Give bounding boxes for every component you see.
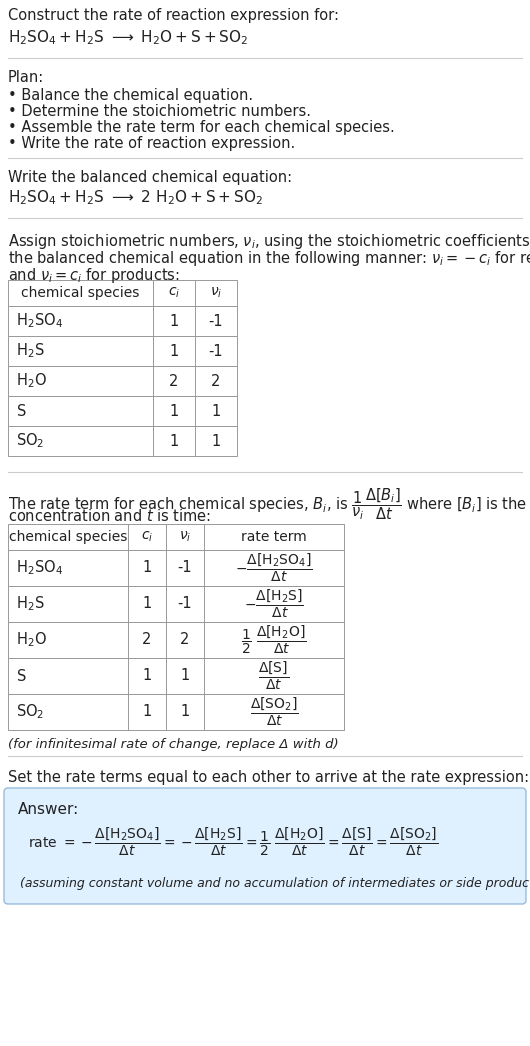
Text: 1: 1	[211, 404, 220, 418]
Text: (for infinitesimal rate of change, replace Δ with d): (for infinitesimal rate of change, repla…	[8, 738, 339, 751]
Text: 1: 1	[143, 596, 152, 612]
Text: $-\dfrac{\Delta[\mathrm{H_2SO_4}]}{\Delta t}$: $-\dfrac{\Delta[\mathrm{H_2SO_4}]}{\Delt…	[235, 552, 313, 584]
Text: -1: -1	[178, 596, 192, 612]
Bar	[8, 550, 344, 586]
Text: 1: 1	[143, 705, 152, 720]
Text: rate $= -\dfrac{\Delta[\mathrm{H_2SO_4}]}{\Delta t} = -\dfrac{\Delta[\mathrm{H_2: rate $= -\dfrac{\Delta[\mathrm{H_2SO_4}]…	[28, 826, 438, 859]
Text: Assign stoichiometric numbers, $\nu_i$, using the stoichiometric coefficients, $: Assign stoichiometric numbers, $\nu_i$, …	[8, 232, 530, 251]
Text: rate term: rate term	[241, 530, 307, 544]
FancyBboxPatch shape	[4, 788, 526, 904]
Text: 2: 2	[180, 633, 190, 647]
Text: $\nu_i$: $\nu_i$	[179, 530, 191, 544]
Text: • Determine the stoichiometric numbers.: • Determine the stoichiometric numbers.	[8, 104, 311, 119]
Bar	[8, 693, 344, 730]
Text: 1: 1	[180, 668, 190, 683]
Text: 1: 1	[143, 668, 152, 683]
Bar	[8, 306, 237, 336]
Text: $\mathrm{S}$: $\mathrm{S}$	[16, 403, 26, 419]
Bar	[8, 336, 237, 366]
Bar	[8, 366, 237, 396]
Text: and $\nu_i = c_i$ for products:: and $\nu_i = c_i$ for products:	[8, 266, 180, 285]
Text: 1: 1	[211, 433, 220, 449]
Text: -1: -1	[209, 343, 223, 359]
Text: chemical species: chemical species	[21, 286, 140, 300]
Text: chemical species: chemical species	[9, 530, 127, 544]
Text: concentration and $t$ is time:: concentration and $t$ is time:	[8, 508, 211, 524]
Text: Set the rate terms equal to each other to arrive at the rate expression:: Set the rate terms equal to each other t…	[8, 770, 529, 784]
Text: $\dfrac{\Delta[\mathrm{S}]}{\Delta t}$: $\dfrac{\Delta[\mathrm{S}]}{\Delta t}$	[259, 660, 289, 692]
Text: • Balance the chemical equation.: • Balance the chemical equation.	[8, 88, 253, 103]
Text: $\mathrm{H_2O}$: $\mathrm{H_2O}$	[16, 371, 47, 390]
Bar	[8, 426, 237, 456]
Text: 1: 1	[170, 404, 179, 418]
Bar	[8, 396, 237, 426]
Text: $\mathrm{H_2SO_4 + H_2S\ \longrightarrow\ 2\ H_2O + S + SO_2}$: $\mathrm{H_2SO_4 + H_2S\ \longrightarrow…	[8, 188, 263, 207]
Text: 1: 1	[170, 343, 179, 359]
Bar	[8, 658, 344, 693]
Text: $c_i$: $c_i$	[168, 286, 180, 300]
Text: $\mathrm{H_2S}$: $\mathrm{H_2S}$	[16, 594, 45, 613]
Text: • Write the rate of reaction expression.: • Write the rate of reaction expression.	[8, 136, 295, 151]
Text: the balanced chemical equation in the following manner: $\nu_i = -c_i$ for react: the balanced chemical equation in the fo…	[8, 249, 530, 268]
Text: $\mathrm{H_2S}$: $\mathrm{H_2S}$	[16, 342, 45, 361]
Text: Construct the rate of reaction expression for:: Construct the rate of reaction expressio…	[8, 8, 339, 23]
Text: • Assemble the rate term for each chemical species.: • Assemble the rate term for each chemic…	[8, 120, 395, 135]
Text: 1: 1	[170, 314, 179, 328]
Text: $\mathrm{H_2SO_4}$: $\mathrm{H_2SO_4}$	[16, 312, 63, 331]
Bar	[8, 524, 344, 550]
Text: Plan:: Plan:	[8, 70, 44, 85]
Text: $-\dfrac{\Delta[\mathrm{H_2S}]}{\Delta t}$: $-\dfrac{\Delta[\mathrm{H_2S}]}{\Delta t…	[244, 588, 304, 620]
Text: $\mathrm{S}$: $\mathrm{S}$	[16, 668, 26, 684]
Text: $\mathrm{SO_2}$: $\mathrm{SO_2}$	[16, 432, 45, 451]
Text: $\mathrm{H_2SO_4}$: $\mathrm{H_2SO_4}$	[16, 559, 63, 577]
Text: $\mathrm{H_2O}$: $\mathrm{H_2O}$	[16, 631, 47, 650]
Text: -1: -1	[178, 561, 192, 575]
Text: $\dfrac{\Delta[\mathrm{SO_2}]}{\Delta t}$: $\dfrac{\Delta[\mathrm{SO_2}]}{\Delta t}…	[250, 696, 298, 728]
Text: $\dfrac{1}{2}\ \dfrac{\Delta[\mathrm{H_2O}]}{\Delta t}$: $\dfrac{1}{2}\ \dfrac{\Delta[\mathrm{H_2…	[241, 623, 307, 656]
Text: 1: 1	[180, 705, 190, 720]
Text: $\nu_i$: $\nu_i$	[210, 286, 222, 300]
Bar	[8, 280, 237, 306]
Bar	[8, 622, 344, 658]
Text: $\mathrm{H_2SO_4 + H_2S\ \longrightarrow\ H_2O + S + SO_2}$: $\mathrm{H_2SO_4 + H_2S\ \longrightarrow…	[8, 28, 249, 47]
Text: The rate term for each chemical species, $B_i$, is $\dfrac{1}{\nu_i}\dfrac{\Delt: The rate term for each chemical species,…	[8, 486, 530, 522]
Text: 1: 1	[170, 433, 179, 449]
Text: 1: 1	[143, 561, 152, 575]
Text: $\mathrm{SO_2}$: $\mathrm{SO_2}$	[16, 703, 45, 722]
Text: -1: -1	[209, 314, 223, 328]
Text: Write the balanced chemical equation:: Write the balanced chemical equation:	[8, 170, 292, 185]
Text: (assuming constant volume and no accumulation of intermediates or side products): (assuming constant volume and no accumul…	[20, 877, 530, 890]
Text: 2: 2	[211, 373, 220, 388]
Text: 2: 2	[143, 633, 152, 647]
Bar	[8, 586, 344, 622]
Text: 2: 2	[169, 373, 179, 388]
Text: Answer:: Answer:	[18, 802, 80, 817]
Text: $c_i$: $c_i$	[141, 530, 153, 544]
